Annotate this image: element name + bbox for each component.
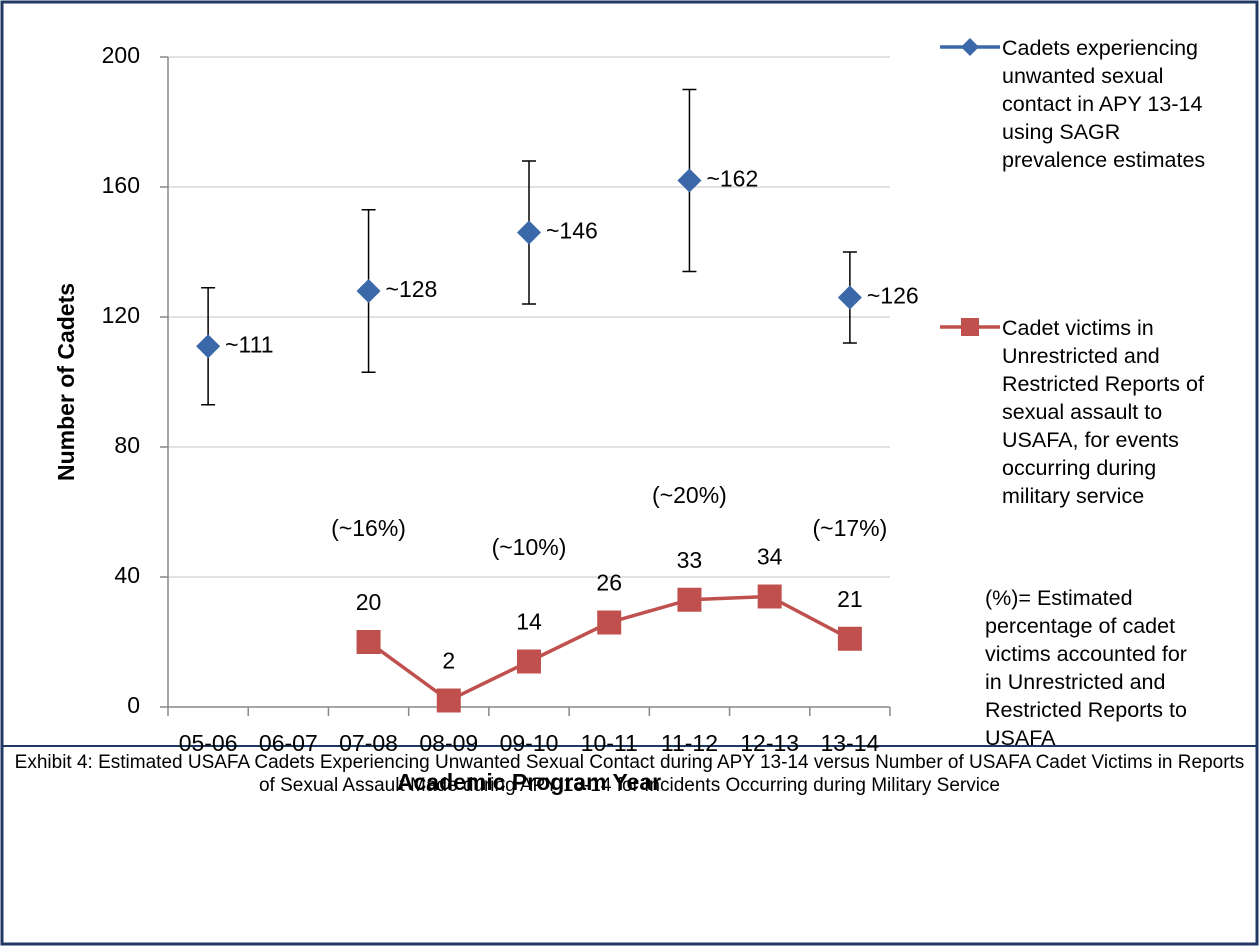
- marker: [196, 334, 221, 359]
- data-label: ~162: [706, 166, 758, 192]
- data-label: ~126: [867, 283, 919, 309]
- marker: [961, 318, 979, 336]
- marker: [677, 587, 702, 612]
- data-label: ~111: [225, 331, 273, 357]
- annotation: (~10%): [492, 534, 567, 560]
- legend-note: (%)= Estimated percentage of cadet victi…: [985, 586, 1187, 750]
- x-tick-label: 08-09: [419, 730, 478, 756]
- caption: Exhibit 4: Estimated USAFA Cadets Experi…: [14, 752, 1245, 796]
- x-tick-label: 10-11: [581, 730, 638, 756]
- marker: [677, 168, 702, 193]
- data-label: 21: [837, 586, 863, 612]
- marker: [517, 220, 541, 245]
- marker: [757, 584, 782, 609]
- annotation: (~16%): [331, 515, 406, 541]
- legend-label: Cadets experiencing unwanted sexual cont…: [1002, 36, 1206, 172]
- y-tick-label: 80: [114, 432, 140, 458]
- y-tick-label: 0: [127, 692, 140, 718]
- x-tick-label: 13-14: [820, 730, 879, 756]
- data-label: ~128: [386, 276, 438, 302]
- marker: [356, 630, 381, 654]
- annotation: (~17%): [812, 515, 887, 541]
- data-label: 34: [757, 544, 783, 570]
- x-tick-label: 05-06: [179, 730, 238, 756]
- data-label: 26: [596, 570, 622, 596]
- data-label: 14: [516, 609, 542, 635]
- legend-label: Cadet victims in Unrestricted and Restri…: [1002, 316, 1204, 508]
- marker: [597, 610, 622, 635]
- annotation: (~20%): [652, 482, 727, 508]
- y-tick-label: 200: [102, 42, 140, 68]
- marker: [356, 279, 381, 303]
- x-axis-title: Academic Program Year: [397, 769, 661, 795]
- marker: [837, 626, 862, 651]
- y-tick-label: 120: [102, 302, 140, 328]
- x-tick-label: 09-10: [500, 730, 559, 756]
- marker: [517, 649, 541, 674]
- data-label: 2: [442, 648, 455, 674]
- x-tick-label: 11-12: [661, 730, 718, 756]
- marker: [837, 285, 862, 310]
- x-tick-label: 07-08: [339, 730, 398, 756]
- y-axis-title: Number of Cadets: [53, 283, 79, 481]
- x-tick-label: 12-13: [740, 730, 799, 756]
- marker: [961, 38, 979, 56]
- data-label: ~146: [546, 218, 598, 244]
- y-tick-label: 40: [114, 562, 140, 588]
- data-label: 33: [677, 547, 703, 573]
- x-tick-label: 06-07: [259, 730, 318, 756]
- data-label: 20: [356, 589, 382, 615]
- marker: [436, 688, 461, 713]
- y-tick-label: 160: [102, 172, 140, 198]
